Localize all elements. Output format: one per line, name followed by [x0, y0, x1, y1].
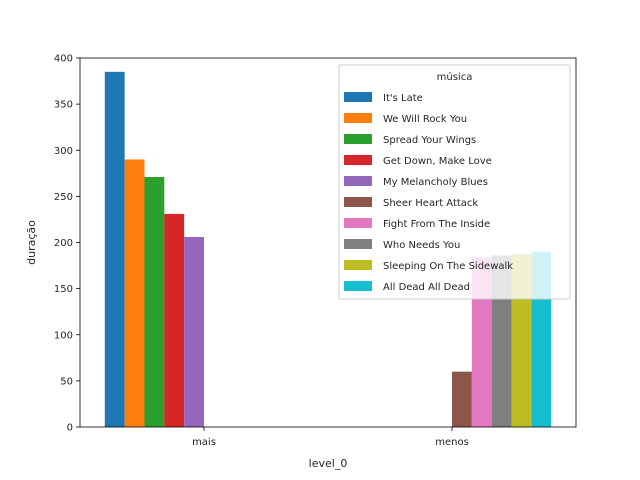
legend-swatch-who-needs-you — [344, 239, 372, 249]
legend-frame — [338, 64, 571, 300]
x-tick-label-menos: menos — [435, 437, 469, 448]
x-tick-label-mais: mais — [192, 437, 216, 448]
y-axis-label: duração — [25, 220, 38, 265]
bar-fight-from-the-inside-menos — [471, 257, 492, 427]
legend-label-sleeping-on-the-sidewalk: Sleeping On The Sidewalk — [383, 261, 513, 272]
legend: música It's Late We Will Rock You Spread Y… — [338, 64, 571, 300]
legend-label-sheer-heart-attack: Sheer Heart Attack — [383, 198, 478, 209]
legend-items: It's Late We Will Rock You Spread Your Win… — [344, 92, 513, 293]
bar-get-down-make-love-mais — [164, 213, 185, 427]
y-tick-label: 200 — [54, 238, 73, 249]
y-tick-label: 250 — [54, 192, 73, 203]
bar-my-melancholy-blues-mais — [184, 236, 204, 427]
legend-swatch-sleeping-on-the-sidewalk — [344, 260, 372, 270]
legend-label-fight-from-the-inside: Fight From The Inside — [383, 219, 490, 230]
x-axis-label: level_0 — [309, 457, 348, 470]
y-tick-label: 100 — [54, 330, 73, 341]
legend-label-my-melancholy-blues: My Melancholy Blues — [383, 177, 488, 188]
legend-swatch-get-down-make-love — [344, 155, 372, 165]
legend-swatch-my-melancholy-blues — [344, 176, 372, 186]
y-tick-label: 400 — [54, 54, 73, 65]
y-tick-label: 300 — [54, 146, 73, 157]
legend-title: música — [437, 71, 473, 83]
legend-label-we-will-rock-you: We Will Rock You — [383, 114, 467, 125]
legend-label-who-needs-you: Who Needs You — [383, 240, 460, 251]
y-tick-label: 350 — [54, 100, 73, 111]
legend-swatch-we-will-rock-you — [344, 113, 372, 123]
legend-swatch-sheer-heart-attack — [344, 197, 372, 207]
bar-it-s-late-mais — [104, 71, 125, 427]
legend-swatch-it-s-late — [344, 92, 372, 102]
legend-label-spread-your-wings: Spread Your Wings — [383, 135, 476, 146]
axes-layer: 0 50 100 150 200 250 300 350 400 mais menos — [54, 54, 577, 448]
bar-we-will-rock-you-mais — [124, 159, 145, 428]
bar-sheer-heart-attack-menos — [452, 371, 472, 427]
y-tick-label: 150 — [54, 284, 73, 295]
legend-label-get-down-make-love: Get Down, Make Love — [383, 156, 492, 167]
y-tick-label: 50 — [60, 376, 73, 387]
legend-swatch-spread-your-wings — [344, 134, 372, 144]
legend-swatch-all-dead-all-dead — [344, 281, 372, 291]
y-tick-label: 0 — [67, 423, 73, 434]
legend-label-all-dead-all-dead: All Dead All Dead — [383, 282, 470, 293]
bar-spread-your-wings-mais — [144, 177, 165, 427]
legend-swatch-fight-from-the-inside — [344, 218, 372, 228]
legend-label-it-s-late: It's Late — [383, 93, 423, 104]
